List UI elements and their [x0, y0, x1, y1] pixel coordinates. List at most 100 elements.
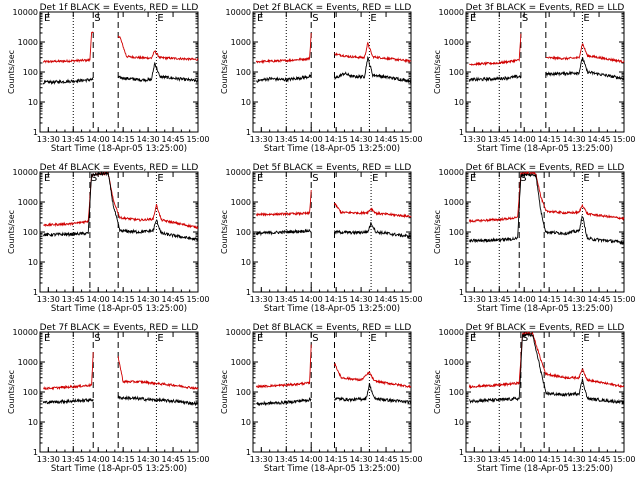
y-tick-label: 1 — [33, 288, 38, 297]
x-tick-label: 14:15 — [325, 295, 348, 304]
event-marker-label: S — [94, 333, 100, 344]
y-tick-label: 1 — [246, 128, 251, 137]
event-marker-label: E — [44, 13, 50, 24]
x-tick-label: 13:45 — [62, 135, 85, 144]
y-tick-label: 10 — [28, 258, 38, 267]
y-tick-label: 10 — [241, 98, 251, 107]
chart-panel: Det 1f BLACK = Events, RED = LLD 1 10 100 10… — [7, 3, 210, 154]
x-tick-label: 14:15 — [538, 295, 561, 304]
chart-title: Det 9f BLACK = Events, RED = LLD — [466, 323, 625, 333]
x-tick-label: 13:45 — [62, 455, 85, 464]
lld-series-line — [255, 32, 312, 65]
event-marker-label: S — [520, 173, 526, 184]
plot-frame — [39, 11, 199, 133]
event-marker-label: E — [257, 13, 263, 24]
event-marker-label: E — [470, 333, 476, 344]
x-tick-label: 13:30 — [37, 455, 60, 464]
event-marker-label: E — [44, 173, 50, 184]
x-axis-label: Start Time (18-Apr-05 13:25:00) — [51, 144, 187, 154]
event-marker-label: E — [157, 333, 163, 344]
y-axis-label: Counts/sec — [433, 210, 442, 254]
x-axis-label: Start Time (18-Apr-05 13:25:00) — [51, 304, 187, 314]
chart-panel: Det 5f BLACK = Events, RED = LLD 1 10 100 10… — [220, 163, 423, 314]
y-axis-label: Counts/sec — [7, 210, 16, 254]
event-marker-label: E — [470, 173, 476, 184]
y-tick-label: 1 — [459, 448, 464, 457]
x-tick-label: 13:30 — [250, 295, 273, 304]
x-tick-label: 14:30 — [350, 135, 373, 144]
y-tick-label: 10 — [454, 98, 464, 107]
events-series-line — [334, 383, 412, 405]
x-tick-label: 14:15 — [538, 135, 561, 144]
x-tick-label: 14:45 — [162, 135, 185, 144]
event-marker-label: E — [257, 333, 263, 344]
y-tick-label: 10000 — [13, 328, 38, 337]
x-axis-label: Start Time (18-Apr-05 13:25:00) — [264, 464, 400, 474]
x-tick-label: 14:00 — [513, 135, 536, 144]
x-tick-label: 14:30 — [350, 295, 373, 304]
x-axis-label: Start Time (18-Apr-05 13:25:00) — [477, 144, 613, 154]
x-tick-label: 14:45 — [375, 295, 398, 304]
y-tick-label: 10000 — [13, 8, 38, 17]
events-series-line — [256, 73, 312, 83]
chart-panel: Det 4f BLACK = Events, RED = LLD 1 10 100 10… — [7, 163, 210, 314]
x-tick-label: 14:30 — [563, 135, 586, 144]
x-tick-label: 15:00 — [612, 135, 635, 144]
y-tick-label: 10 — [454, 258, 464, 267]
x-tick-label: 14:00 — [513, 455, 536, 464]
x-tick-label: 14:30 — [137, 295, 160, 304]
y-tick-label: 100 — [236, 68, 251, 77]
events-series-line — [256, 397, 312, 407]
y-tick-label: 1000 — [444, 358, 464, 367]
x-tick-label: 15:00 — [186, 455, 209, 464]
y-tick-label: 100 — [23, 68, 38, 77]
plot-frame — [39, 331, 199, 453]
lld-series-line — [468, 171, 625, 224]
lld-series-line — [255, 189, 312, 217]
x-tick-label: 13:45 — [488, 135, 511, 144]
x-tick-label: 14:00 — [300, 135, 323, 144]
events-series-line — [42, 397, 94, 405]
y-tick-label: 10 — [28, 98, 38, 107]
events-series-line — [117, 394, 199, 407]
x-tick-label: 13:30 — [37, 295, 60, 304]
x-tick-label: 14:45 — [162, 295, 185, 304]
x-tick-label: 14:15 — [538, 455, 561, 464]
x-axis-label: Start Time (18-Apr-05 13:25:00) — [477, 304, 613, 314]
x-tick-label: 14:45 — [162, 455, 185, 464]
events-series-line — [117, 61, 198, 84]
x-tick-label: 13:45 — [488, 295, 511, 304]
y-tick-label: 1 — [246, 448, 251, 457]
event-marker-label: S — [312, 333, 318, 344]
y-axis-label: Counts/sec — [433, 370, 442, 414]
plot-frame — [465, 171, 625, 293]
chart-title: Det 6f BLACK = Events, RED = LLD — [466, 163, 625, 173]
y-axis-label: Counts/sec — [7, 50, 16, 94]
x-tick-label: 14:30 — [137, 135, 160, 144]
events-series-line — [468, 172, 625, 246]
chart-title: Det 4f BLACK = Events, RED = LLD — [40, 163, 199, 173]
chart-title: Det 2f BLACK = Events, RED = LLD — [253, 3, 412, 13]
events-series-line — [42, 170, 199, 242]
y-tick-label: 1000 — [18, 358, 38, 367]
x-tick-label: 15:00 — [186, 295, 209, 304]
y-tick-label: 10000 — [439, 168, 464, 177]
plot-frame — [39, 171, 199, 293]
event-marker-label: S — [522, 13, 528, 24]
lld-series-line — [43, 352, 94, 391]
x-tick-label: 14:30 — [350, 455, 373, 464]
x-tick-label: 14:00 — [300, 295, 323, 304]
y-axis-label: Counts/sec — [433, 50, 442, 94]
y-tick-label: 100 — [236, 228, 251, 237]
plot-frame — [465, 331, 625, 453]
event-marker-label: S — [94, 13, 100, 24]
lld-series-line — [334, 202, 412, 219]
event-marker-label: E — [157, 173, 163, 184]
lld-series-line — [255, 344, 312, 389]
x-axis-label: Start Time (18-Apr-05 13:25:00) — [264, 144, 400, 154]
y-axis-label: Counts/sec — [220, 370, 229, 414]
x-tick-label: 13:30 — [250, 135, 273, 144]
x-tick-label: 14:00 — [87, 455, 110, 464]
chart-panel: Det 9f BLACK = Events, RED = LLD 1 10 100 10… — [433, 323, 636, 474]
lld-series-line — [468, 331, 625, 390]
